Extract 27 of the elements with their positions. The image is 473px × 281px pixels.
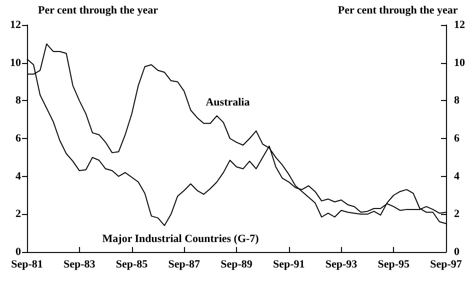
x-tick-label: Sep-95	[378, 258, 410, 270]
x-tick-label: Sep-81	[11, 258, 43, 270]
y2-tick-label: 8	[454, 94, 460, 107]
x-tick-label: Sep-83	[63, 258, 96, 270]
series-label: Australia	[206, 96, 250, 109]
y-tick-label: 0	[16, 246, 22, 258]
y-axis-title: Per cent through the year	[38, 4, 158, 16]
y2-tick-label: 6	[454, 132, 460, 144]
y2-axis-title: Per cent through the year	[338, 4, 458, 16]
y2-tick-label: 10	[454, 56, 466, 69]
x-tick-label: Sep-91	[272, 258, 305, 270]
x-tick-label: Sep-85	[116, 258, 148, 270]
y2-tick-label: 2	[454, 208, 460, 220]
y-tick-label: 8	[16, 94, 22, 107]
y-tick-label: 4	[16, 170, 22, 182]
series-label: Major Industrial Countries (G-7)	[102, 232, 260, 245]
y2-tick-label: 12	[454, 19, 466, 31]
y-tick-label: 12	[10, 19, 22, 31]
y-tick-label: 6	[16, 132, 22, 144]
y2-tick-label: 4	[454, 170, 460, 182]
x-tick-label: Sep-87	[168, 258, 201, 270]
y-tick-label: 10	[10, 56, 22, 69]
y2-tick-label: 0	[454, 246, 460, 258]
x-tick-label: Sep-97	[430, 258, 462, 270]
x-tick-label: Sep-89	[220, 258, 253, 270]
y-tick-label: 2	[16, 208, 22, 220]
x-tick-label: Sep-93	[325, 258, 358, 270]
